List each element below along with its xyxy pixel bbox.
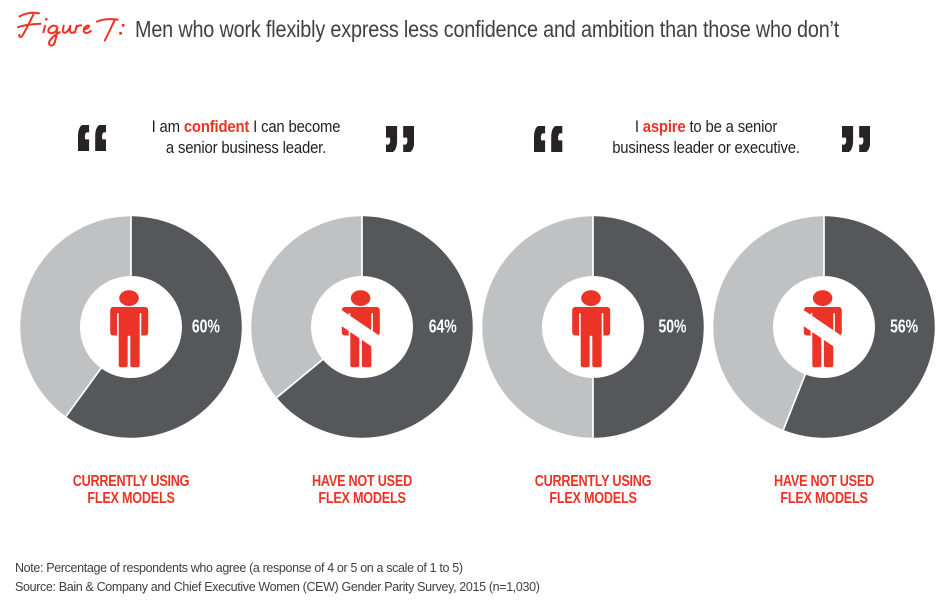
svg-text:56%: 56% <box>890 317 918 337</box>
svg-text:64%: 64% <box>428 317 456 337</box>
svg-text:50%: 50% <box>658 317 686 337</box>
svg-text:60%: 60% <box>191 317 219 337</box>
